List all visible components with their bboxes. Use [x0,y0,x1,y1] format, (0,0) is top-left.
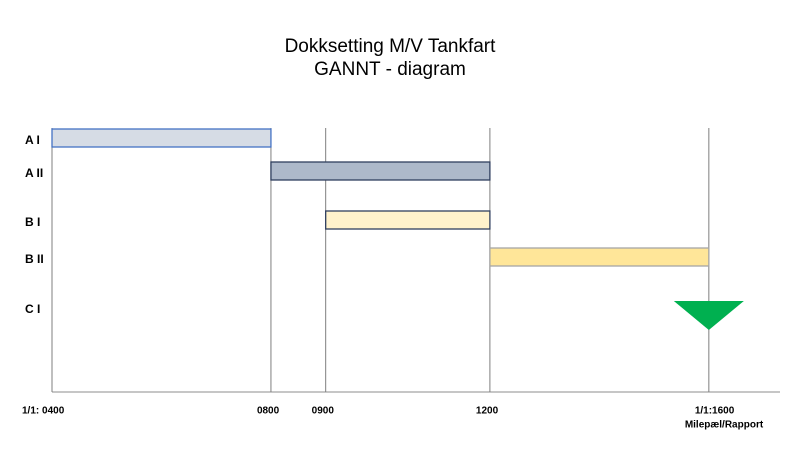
milestone [673,301,744,330]
chart-subtitle: GANNT - diagram [314,59,466,80]
milestone-annotation: Milepæl/Rapport [685,420,764,431]
row-label: A II [25,166,43,180]
x-tick-label: 0800 [257,406,280,417]
task-bar [489,247,710,267]
chart-title: Dokksetting M/V Tankfart [285,36,497,57]
task-bar [270,161,491,181]
row-label: B II [25,252,44,266]
row-label: A I [25,133,40,147]
x-tick-label: 0900 [312,406,335,417]
row-label: B I [25,215,40,229]
task-bar [325,210,491,230]
x-tick-label: 1/1: 0400 [22,406,65,417]
x-tick-label: 1200 [476,406,499,417]
task-bar [51,128,272,148]
row-label: C I [25,302,40,316]
x-tick-label: 1/1:1600 [695,406,735,417]
